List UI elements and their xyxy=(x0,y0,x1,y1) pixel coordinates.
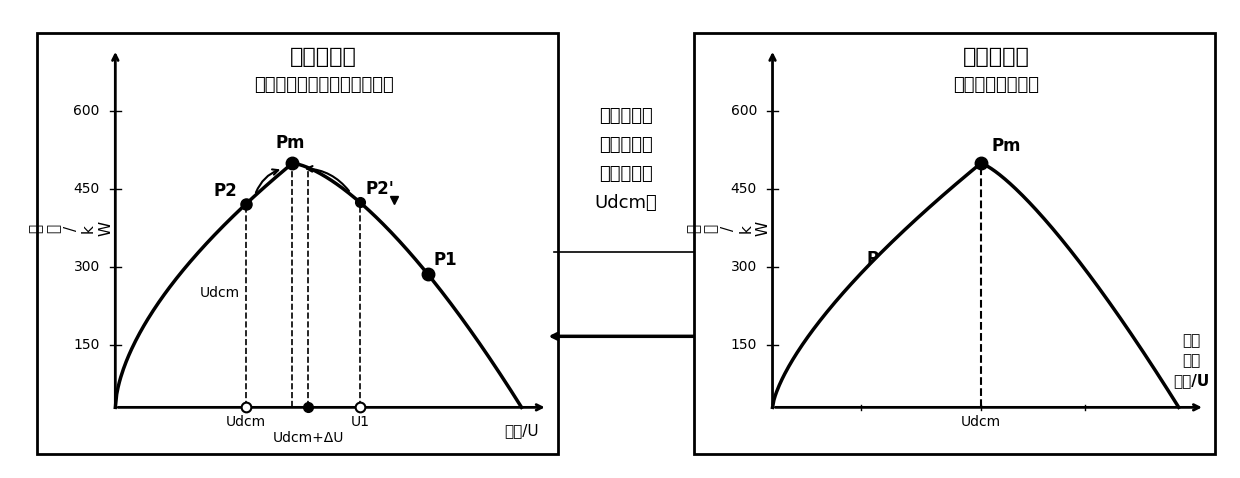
Text: P: P xyxy=(867,250,878,268)
Text: 功
率
/
k
W: 功 率 / k W xyxy=(686,221,770,236)
Text: 从相邻区域
样本逆变器
中通讯获取
Udcm值: 从相邻区域 样本逆变器 中通讯获取 Udcm值 xyxy=(595,107,657,212)
Text: （由受限状态进行功率提升）: （由受限状态进行功率提升） xyxy=(254,76,393,94)
Text: 样本逆变器: 样本逆变器 xyxy=(963,47,1030,67)
Text: Udcm: Udcm xyxy=(961,415,1001,429)
Text: 150: 150 xyxy=(73,338,99,352)
Text: Pm: Pm xyxy=(991,138,1021,155)
Text: 600: 600 xyxy=(73,104,99,119)
Text: P2: P2 xyxy=(215,182,238,200)
Text: （自然最大发电）: （自然最大发电） xyxy=(954,76,1039,94)
Text: 450: 450 xyxy=(73,182,99,196)
Text: 普通逆变器: 普通逆变器 xyxy=(290,47,357,67)
Text: 直流
母线
电压/U: 直流 母线 电压/U xyxy=(1173,333,1210,388)
Text: U1: U1 xyxy=(351,415,370,429)
Text: 600: 600 xyxy=(730,104,756,119)
Text: Pm: Pm xyxy=(275,134,305,152)
Text: 150: 150 xyxy=(730,338,756,352)
Text: P1: P1 xyxy=(433,251,456,269)
Text: 功
率
/
k
W: 功 率 / k W xyxy=(29,221,113,236)
Text: Udcm: Udcm xyxy=(226,415,265,429)
Text: 电压/U: 电压/U xyxy=(505,423,539,438)
Text: P2': P2' xyxy=(366,180,394,198)
Text: Udcm: Udcm xyxy=(200,286,241,300)
Text: 300: 300 xyxy=(730,260,756,274)
Text: Udcm+ΔU: Udcm+ΔU xyxy=(273,431,343,445)
Text: 300: 300 xyxy=(73,260,99,274)
Text: 450: 450 xyxy=(730,182,756,196)
